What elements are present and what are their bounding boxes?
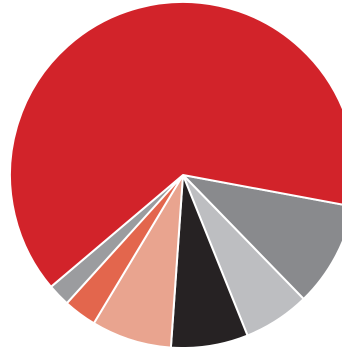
pie-slices: [9, 1, 342, 347]
pie-slice-1: [182, 174, 342, 300]
pie-slice-3: [169, 174, 249, 347]
